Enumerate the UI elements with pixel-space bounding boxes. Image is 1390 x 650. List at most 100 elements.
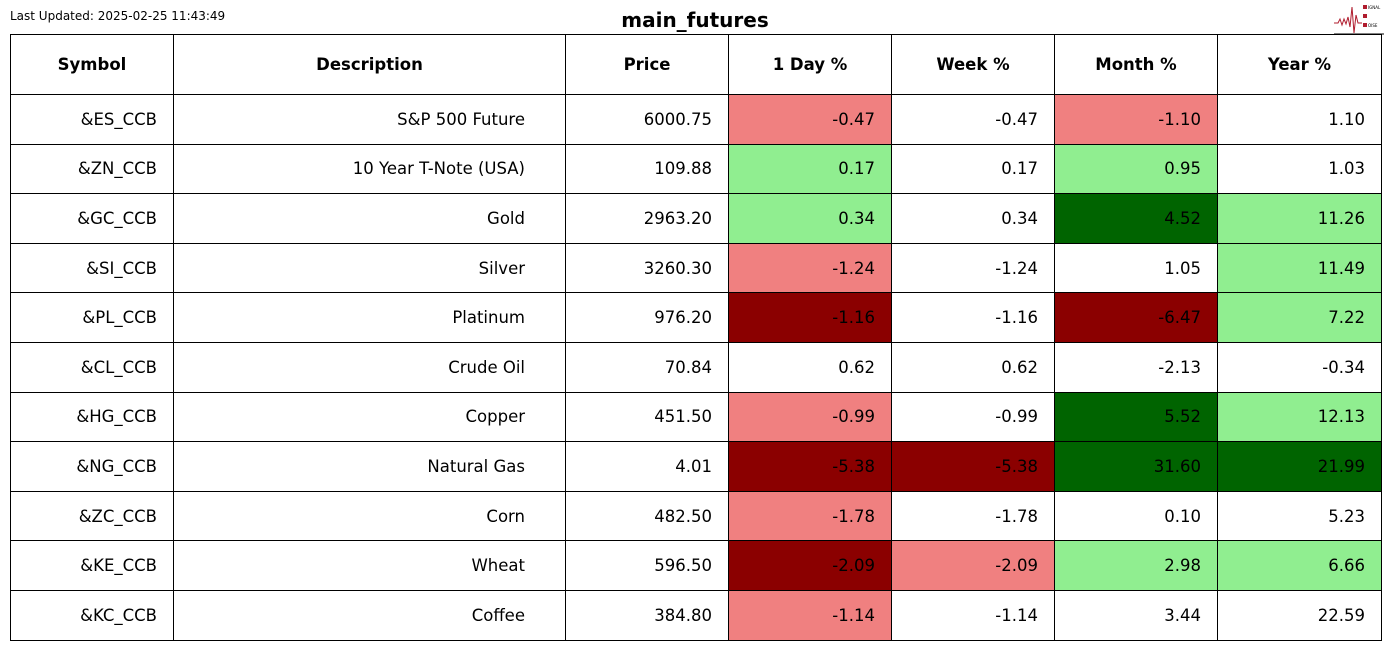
month-cell: 2.98 [1054,540,1218,591]
week-cell: -1.16 [891,292,1055,343]
year-cell: 5.23 [1217,490,1382,542]
description-cell: Corn [173,490,566,542]
week-cell: 0.62 [891,341,1055,393]
week-cell: -0.99 [891,391,1055,443]
symbol-cell: &GC_CCB [10,193,174,244]
symbol-cell: &NG_CCB [10,441,174,492]
price-cell: 70.84 [565,341,729,393]
header-row: Symbol Description Price 1 Day % Week % Month… [10,34,1382,95]
price-cell: 596.50 [565,540,729,591]
symbol-cell: &ZC_CCB [10,490,174,542]
year-cell: 7.22 [1217,292,1382,343]
description-cell: Silver [173,242,566,294]
day-cell: 0.34 [728,193,892,244]
day-cell: -1.78 [728,490,892,542]
week-cell: -1.24 [891,242,1055,294]
month-cell: -1.10 [1054,94,1218,145]
month-cell: -6.47 [1054,292,1218,343]
year-cell: 22.59 [1217,589,1382,641]
year-cell: 11.26 [1217,193,1382,244]
table-row: &ES_CCB S&P 500 Future 6000.75 -0.47 -0.47 -1… [10,94,1382,145]
description-cell: 10 Year T-Note (USA) [173,143,566,195]
day-cell: -2.09 [728,540,892,591]
column-header: Year % [1217,34,1382,95]
description-cell: Coffee [173,589,566,641]
column-header: Symbol [10,34,174,95]
symbol-cell: &ZN_CCB [10,143,174,195]
symbol-cell: &ES_CCB [10,94,174,145]
month-cell: 31.60 [1054,441,1218,492]
year-cell: 1.10 [1217,94,1382,145]
day-cell: -0.47 [728,94,892,145]
table-row: &ZN_CCB 10 Year T-Note (USA) 109.88 0.17 0.1… [10,143,1382,195]
table-row: &KE_CCB Wheat 596.50 -2.09 -2.09 2.98 6.66 [10,540,1382,591]
price-cell: 2963.20 [565,193,729,244]
price-cell: 482.50 [565,490,729,542]
table-row: &ZC_CCB Corn 482.50 -1.78 -1.78 0.10 5.23 [10,490,1382,542]
week-cell: -2.09 [891,540,1055,591]
day-cell: -0.99 [728,391,892,443]
description-cell: Platinum [173,292,566,343]
description-cell: Gold [173,193,566,244]
year-cell: -0.34 [1217,341,1382,393]
price-cell: 384.80 [565,589,729,641]
description-cell: Natural Gas [173,441,566,492]
symbol-cell: &PL_CCB [10,292,174,343]
svg-text:IGNAL: IGNAL [1368,5,1381,10]
column-header: Week % [891,34,1055,95]
svg-text:OISE: OISE [1368,23,1378,28]
price-cell: 3260.30 [565,242,729,294]
description-cell: Crude Oil [173,341,566,393]
month-cell: 5.52 [1054,391,1218,443]
table-title: main_futures [621,8,769,32]
month-cell: 0.95 [1054,143,1218,195]
symbol-cell: &KC_CCB [10,589,174,641]
table-row: &SI_CCB Silver 3260.30 -1.24 -1.24 1.05 11.49 [10,242,1382,294]
price-cell: 451.50 [565,391,729,443]
futures-table: Symbol Description Price 1 Day % Week % Month… [10,34,1382,641]
table-row: &PL_CCB Platinum 976.20 -1.16 -1.16 -6.47 7.22 [10,292,1382,343]
week-cell: -1.78 [891,490,1055,542]
month-cell: 3.44 [1054,589,1218,641]
table-row: &KC_CCB Coffee 384.80 -1.14 -1.14 3.44 22.59 [10,589,1382,641]
table-row: &CL_CCB Crude Oil 70.84 0.62 0.62 -2.13 -0.34 [10,341,1382,393]
signal-2-noise-logo: IGNAL OISE [1334,5,1384,35]
symbol-cell: &CL_CCB [10,341,174,393]
description-cell: Wheat [173,540,566,591]
symbol-cell: &HG_CCB [10,391,174,443]
year-cell: 6.66 [1217,540,1382,591]
week-cell: -1.14 [891,589,1055,641]
week-cell: -0.47 [891,94,1055,145]
month-cell: 1.05 [1054,242,1218,294]
day-cell: 0.62 [728,341,892,393]
symbol-cell: &KE_CCB [10,540,174,591]
column-header: Description [173,34,566,95]
day-cell: -1.16 [728,292,892,343]
column-header: 1 Day % [728,34,892,95]
column-header: Price [565,34,729,95]
price-cell: 109.88 [565,143,729,195]
description-cell: S&P 500 Future [173,94,566,145]
week-cell: 0.17 [891,143,1055,195]
week-cell: -5.38 [891,441,1055,492]
year-cell: 1.03 [1217,143,1382,195]
last-updated: Last Updated: 2025-02-25 11:43:49 [10,9,226,23]
day-cell: -5.38 [728,441,892,492]
price-cell: 6000.75 [565,94,729,145]
day-cell: -1.24 [728,242,892,294]
month-cell: 0.10 [1054,490,1218,542]
year-cell: 21.99 [1217,441,1382,492]
table-row: &HG_CCB Copper 451.50 -0.99 -0.99 5.52 12.13 [10,391,1382,443]
description-cell: Copper [173,391,566,443]
table-row: &GC_CCB Gold 2963.20 0.34 0.34 4.52 11.26 [10,193,1382,244]
month-cell: -2.13 [1054,341,1218,393]
table-row: &NG_CCB Natural Gas 4.01 -5.38 -5.38 31.60 21.… [10,441,1382,492]
year-cell: 12.13 [1217,391,1382,443]
month-cell: 4.52 [1054,193,1218,244]
price-cell: 976.20 [565,292,729,343]
symbol-cell: &SI_CCB [10,242,174,294]
week-cell: 0.34 [891,193,1055,244]
column-header: Month % [1054,34,1218,95]
year-cell: 11.49 [1217,242,1382,294]
price-cell: 4.01 [565,441,729,492]
